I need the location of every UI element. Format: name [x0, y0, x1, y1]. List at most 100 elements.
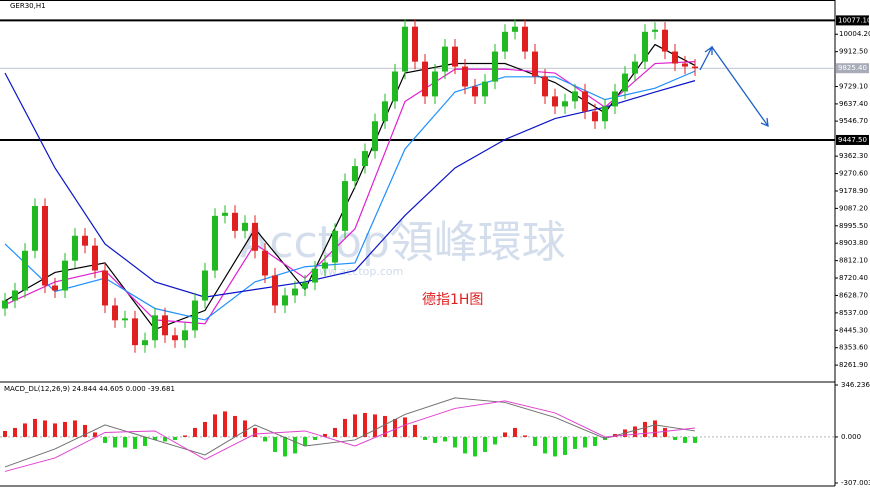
y-tick-label: 9729.10	[839, 82, 868, 90]
macd-bar	[243, 420, 247, 437]
current-price-box	[836, 63, 869, 74]
candle-body	[582, 91, 588, 112]
candle-body	[442, 46, 448, 72]
candle-body	[172, 335, 178, 341]
macd-bar	[163, 436, 167, 442]
macd-bar	[333, 427, 337, 437]
candle-body	[62, 260, 68, 291]
macd-bar	[593, 436, 597, 446]
macd-bar	[693, 436, 697, 443]
candle-body	[372, 121, 378, 152]
candle-body	[262, 250, 268, 276]
macd-bar	[323, 433, 327, 437]
macd-bar	[353, 414, 357, 437]
y-tick-label: 8445.30	[839, 326, 868, 334]
candle-body	[292, 288, 298, 296]
macd-bar	[643, 421, 647, 437]
candle-body	[652, 29, 658, 32]
y-tick-label: 10004.20	[839, 30, 870, 38]
candle-body	[252, 222, 258, 251]
candle-body	[422, 61, 428, 97]
candle-body	[72, 235, 78, 261]
macd-bar	[133, 436, 137, 449]
candle-body	[402, 26, 408, 72]
macd-bar	[213, 414, 217, 437]
candle-body	[672, 51, 678, 64]
macd-bar	[63, 421, 67, 437]
candle-body	[272, 275, 278, 306]
level-label-box	[836, 15, 869, 26]
macd-bar	[173, 436, 177, 440]
macd-bar	[633, 426, 637, 437]
candle-body	[282, 295, 288, 306]
y-tick-label: 8903.80	[839, 239, 868, 247]
candle-body	[232, 212, 238, 231]
macd-bar	[463, 436, 467, 454]
macd-bar	[33, 418, 37, 437]
macd-bar	[473, 436, 477, 457]
y-tick-label: 8537.00	[839, 309, 868, 317]
macd-bar	[533, 436, 537, 446]
candle-body	[12, 290, 18, 301]
moving-average	[4, 70, 696, 321]
candle-body	[312, 268, 318, 283]
candle-body	[222, 212, 228, 216]
macd-bar	[293, 436, 297, 454]
macd-bar	[223, 411, 227, 437]
y-tick-label: 9546.70	[839, 117, 868, 125]
macd-bar	[653, 420, 657, 437]
candle-body	[112, 305, 118, 321]
macd-bar	[503, 432, 507, 437]
macd-bar	[23, 423, 27, 437]
candle-body	[622, 73, 628, 92]
y-tick-label: 9087.20	[839, 204, 868, 212]
macd-bar	[453, 436, 457, 448]
candle-body	[412, 26, 418, 62]
macd-bar	[523, 435, 527, 437]
macd-bar	[153, 436, 157, 440]
y-tick-label: 8628.70	[839, 291, 868, 299]
candle-body	[52, 285, 58, 291]
macd-bar	[123, 436, 127, 448]
y-tick-label: 9912.50	[839, 48, 868, 56]
candle-body	[662, 29, 668, 52]
candle-body	[552, 96, 558, 107]
candle-body	[382, 101, 388, 122]
trend-arrow	[699, 45, 769, 128]
macd-bar	[263, 436, 267, 442]
y-tick-label: 9178.90	[839, 187, 868, 195]
macd-bar	[103, 436, 107, 443]
candle-body	[682, 63, 688, 67]
macd-bar	[253, 427, 257, 437]
y-tick-label: 9637.40	[839, 100, 868, 108]
moving-average	[4, 61, 696, 325]
candle-body	[92, 245, 98, 271]
candle-body	[342, 181, 348, 231]
moving-average	[4, 72, 696, 298]
macd-bar	[83, 424, 87, 437]
candle-body	[492, 51, 498, 82]
candle-body	[32, 205, 38, 251]
macd-bar	[513, 427, 517, 437]
macd-bar	[373, 414, 377, 437]
macd-bar	[673, 436, 677, 440]
candle-body	[352, 166, 358, 182]
candle-body	[202, 270, 208, 301]
macd-bar	[303, 436, 307, 446]
macd-bar	[113, 436, 117, 448]
macd-line	[4, 400, 696, 472]
macd-bar	[73, 420, 77, 437]
level-label: 9447.50	[838, 136, 867, 144]
macd-bar	[583, 436, 587, 448]
y-tick-label: 9362.30	[839, 152, 868, 160]
candle-body	[572, 91, 578, 102]
macd-tick-label: 0.000	[841, 433, 861, 441]
candle-body	[512, 26, 518, 32]
macd-bar	[193, 427, 197, 437]
candle-body	[542, 76, 548, 97]
candle-body	[502, 31, 508, 52]
macd-bar	[423, 436, 427, 440]
candle-body	[192, 300, 198, 331]
